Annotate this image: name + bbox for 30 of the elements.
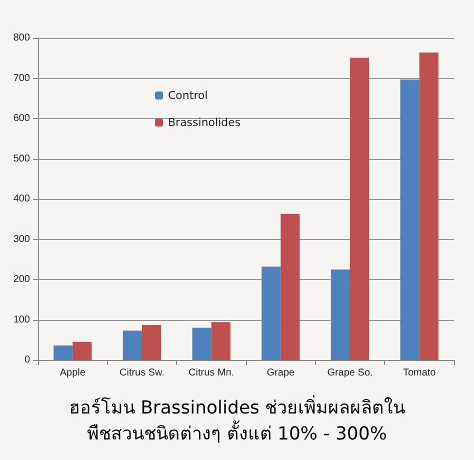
y-tick-label: 500 bbox=[13, 153, 30, 164]
bar bbox=[419, 52, 438, 360]
bar bbox=[72, 342, 92, 360]
y-tick-label: 100 bbox=[13, 314, 30, 326]
legend-label: Control bbox=[168, 89, 208, 102]
y-tick-label: 600 bbox=[13, 113, 30, 124]
y-tick-label: 700 bbox=[13, 72, 30, 84]
bar bbox=[350, 58, 370, 360]
y-tick-label: 0 bbox=[24, 354, 30, 366]
y-tick-label: 200 bbox=[13, 274, 30, 285]
bar bbox=[122, 330, 142, 360]
bar bbox=[330, 269, 350, 360]
x-tick-label: Citrus Sw. bbox=[119, 368, 165, 378]
bar bbox=[262, 266, 281, 360]
y-tick-label: 800 bbox=[13, 32, 30, 44]
x-tick-label: Citrus Mn. bbox=[188, 368, 234, 378]
x-tick-label: Apple bbox=[60, 368, 86, 378]
x-tick-label: Grape So. bbox=[327, 368, 373, 378]
bar bbox=[54, 346, 73, 360]
bar bbox=[211, 322, 230, 360]
bar bbox=[192, 328, 212, 360]
x-tick-label: Grape bbox=[266, 368, 295, 378]
bar bbox=[142, 324, 162, 360]
x-tick-label: Tomato bbox=[402, 368, 436, 378]
bar bbox=[400, 79, 420, 360]
y-tick-label: 400 bbox=[13, 194, 30, 204]
legend-label: Brassinolides bbox=[168, 116, 241, 129]
bar bbox=[280, 214, 300, 360]
y-tick-label: 300 bbox=[13, 234, 30, 245]
text: ฮอร์โมน Brassinolides ช่วยเพิ่มผลผลิตใน พืชสวนชนิดต่างๆ ตั้งแต่ 10% - 300% bbox=[68, 394, 406, 444]
